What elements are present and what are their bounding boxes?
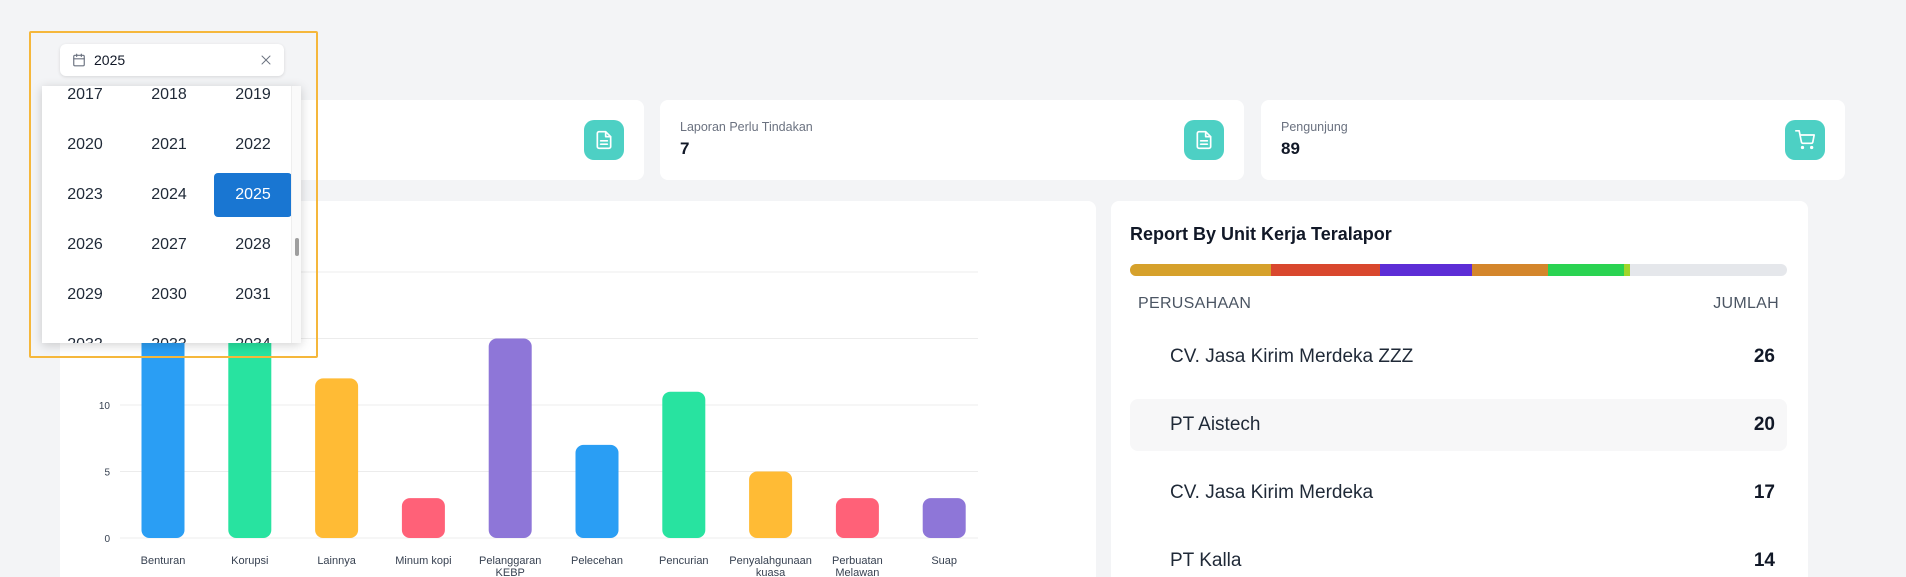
x-tick-label: Perbuatan: [832, 555, 883, 567]
x-tick-label: Lainnya: [317, 555, 356, 567]
y-tick-label: 0: [104, 534, 110, 545]
stat-card-visitors: Pengunjung 89: [1261, 100, 1845, 180]
year-option-2029[interactable]: 2029: [67, 286, 103, 303]
stat-label: Laporan Perlu Tindakan: [680, 120, 813, 134]
scrollbar-thumb[interactable]: [295, 238, 299, 256]
cart-icon: [1785, 120, 1825, 160]
column-header-company: PERUSAHAAN: [1138, 295, 1252, 312]
year-picker-input[interactable]: 2025: [60, 44, 284, 76]
year-option-2018[interactable]: 2018: [151, 86, 187, 103]
company-name: PT Kalla: [1170, 550, 1242, 571]
distribution-segment: [1548, 264, 1625, 276]
bar-pelanggaran-kebp: [488, 338, 532, 538]
x-tick-label: kuasa: [756, 567, 786, 577]
distribution-segment: [1130, 264, 1272, 276]
year-option-2034[interactable]: 2034: [214, 323, 292, 343]
distribution-segment: [1271, 264, 1380, 276]
distribution-bar: [1130, 264, 1787, 276]
year-picker-dropdown[interactable]: 2017 2018 2019 2020 2021 2022 2023 2024 2025 2026…: [42, 86, 301, 343]
company-name: PT Aistech: [1170, 414, 1261, 435]
year-option-2021[interactable]: 2021: [151, 136, 187, 153]
x-tick-label: Melawan: [835, 567, 879, 577]
x-tick-label: Korupsi: [231, 555, 268, 567]
year-option-2031[interactable]: 2031: [235, 286, 271, 303]
year-option-2023[interactable]: 2023: [67, 186, 103, 203]
year-option-2017[interactable]: 2017: [67, 86, 103, 103]
document-icon: [1184, 120, 1224, 160]
document-icon: [584, 120, 624, 160]
x-tick-label: Suap: [931, 555, 957, 567]
x-tick-label: Penyalahgunaan: [729, 555, 812, 567]
company-name: CV. Jasa Kirim Merdeka ZZZ: [1170, 346, 1414, 367]
company-amount: 26: [1753, 346, 1775, 367]
stat-value: 7: [680, 139, 690, 158]
year-option-2024[interactable]: 2024: [151, 186, 187, 203]
distribution-segment: [1472, 264, 1549, 276]
bar-benturan: [141, 311, 185, 538]
report-card: Report By Unit Kerja Teralapor PERUSAHAA…: [1111, 201, 1808, 577]
year-option-2022[interactable]: 2022: [235, 136, 271, 153]
x-tick-label: Pencurian: [659, 555, 709, 567]
close-icon[interactable]: [260, 54, 272, 66]
x-tick-label: Pelecehan: [571, 555, 623, 567]
company-name: CV. Jasa Kirim Merdeka: [1170, 482, 1374, 503]
year-picker-highlight: [29, 31, 318, 358]
bar-chart: 051015BenturanKorupsiLainnyaMinum kopiPe…: [99, 271, 978, 577]
bar-suap: [922, 498, 966, 538]
year-picker-value: 2025: [94, 52, 126, 68]
y-tick-label: 10: [99, 401, 111, 412]
x-tick-label: Pelanggaran: [479, 555, 541, 567]
year-option-2026[interactable]: 2026: [67, 236, 103, 253]
report-title: Report By Unit Kerja Teralapor: [1130, 224, 1392, 244]
table-row[interactable]: CV. Jasa Kirim Merdeka ZZZ 26: [1130, 331, 1787, 383]
calendar-icon: [72, 53, 86, 67]
bar-penyalahgunaan-kuasa: [749, 471, 793, 538]
year-option-2025[interactable]: 2025: [214, 173, 292, 217]
distribution-segment: [1624, 264, 1630, 276]
bar-pencurian: [662, 391, 706, 538]
year-option-2032[interactable]: 2032: [46, 323, 124, 343]
table-row[interactable]: PT Aistech 20: [1130, 399, 1787, 451]
bar-perbuatan-melawan: [835, 498, 879, 538]
stat-card-action-needed: Laporan Perlu Tindakan 7: [660, 100, 1244, 180]
table-row[interactable]: PT Kalla 14: [1130, 535, 1787, 577]
bar-minum-kopi: [401, 498, 445, 538]
year-option-2033[interactable]: 2033: [130, 323, 208, 343]
table-row[interactable]: CV. Jasa Kirim Merdeka 17: [1130, 467, 1787, 519]
company-amount: 14: [1753, 550, 1775, 571]
scrollbar[interactable]: [291, 86, 301, 343]
x-tick-label: Benturan: [141, 555, 186, 567]
year-option-2019[interactable]: 2019: [235, 86, 271, 103]
bar-korupsi: [228, 311, 272, 538]
x-tick-label: KEBP: [496, 567, 525, 577]
column-header-amount: JUMLAH: [1713, 295, 1779, 312]
distribution-segment: [1379, 264, 1473, 276]
company-amount: 17: [1753, 482, 1775, 503]
y-tick-label: 5: [104, 468, 110, 479]
bar-lainnya: [315, 378, 359, 538]
year-option-2027[interactable]: 2027: [151, 236, 187, 253]
stat-label: Pengunjung: [1281, 120, 1348, 134]
year-option-2028[interactable]: 2028: [235, 236, 271, 253]
company-amount: 20: [1753, 414, 1775, 435]
year-option-2020[interactable]: 2020: [67, 136, 103, 153]
stat-value: 89: [1281, 139, 1300, 158]
bar-pelecehan: [575, 444, 619, 538]
year-option-2030[interactable]: 2030: [151, 286, 187, 303]
x-tick-label: Minum kopi: [395, 555, 451, 567]
